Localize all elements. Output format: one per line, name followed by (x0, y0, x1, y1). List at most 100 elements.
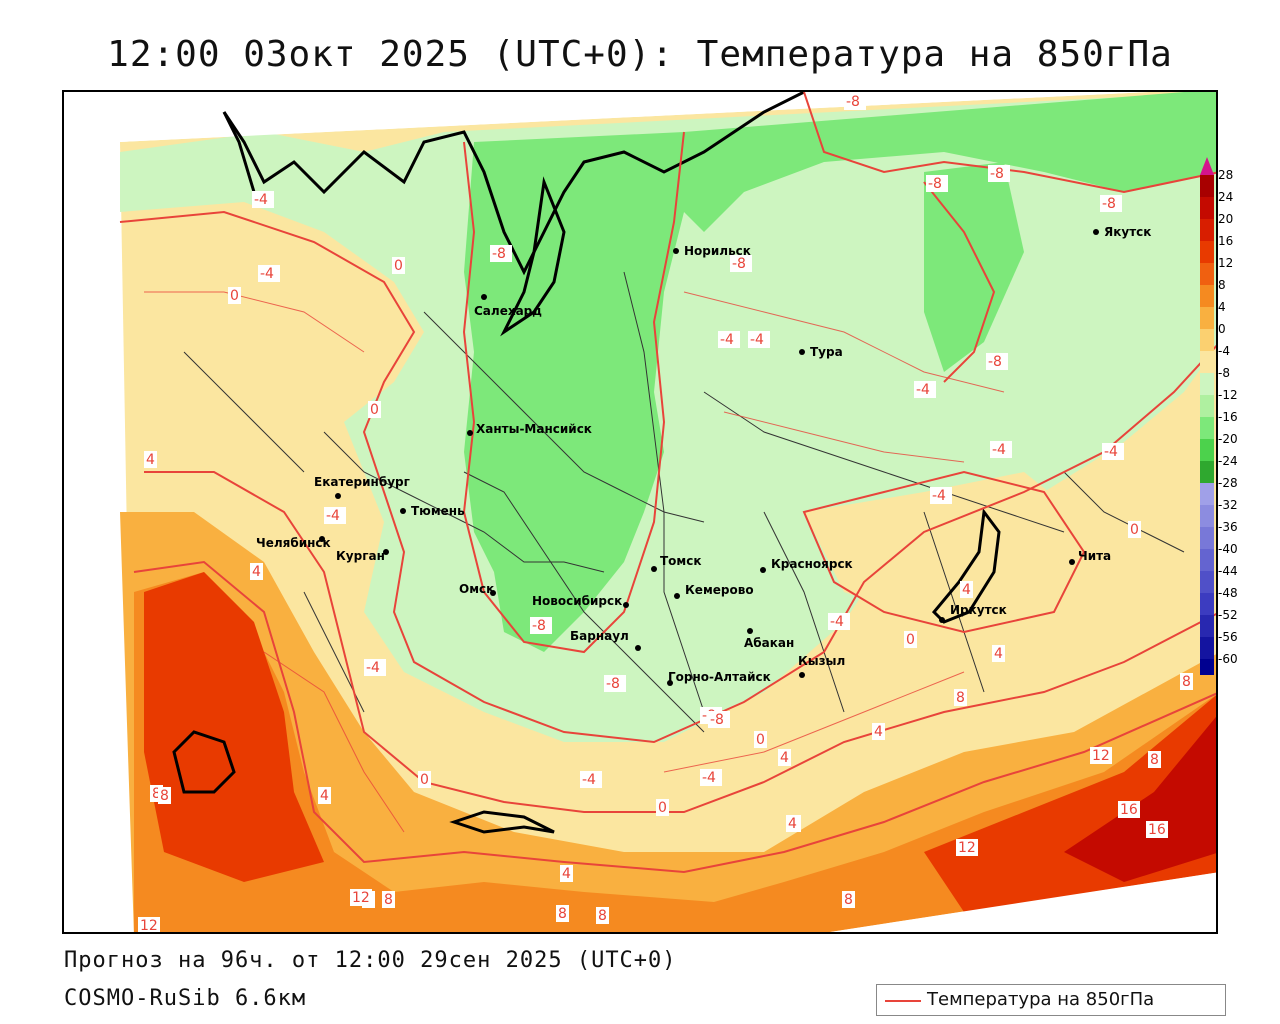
city-label: Новосибирск (532, 594, 622, 608)
svg-text:-4: -4 (992, 442, 1006, 458)
svg-text:8: 8 (844, 892, 853, 908)
svg-text:4: 4 (962, 582, 971, 598)
colorbar-swatch (1200, 351, 1214, 373)
colorbar-swatch (1200, 417, 1214, 439)
svg-text:12: 12 (352, 890, 370, 906)
city-marker (1069, 559, 1075, 565)
colorbar-swatch (1200, 527, 1214, 549)
city-label: Омск (459, 582, 494, 596)
svg-text:-8: -8 (846, 94, 860, 110)
colorbar-tick-label: -20 (1218, 432, 1238, 446)
colorbar-swatch (1200, 483, 1214, 505)
colorbar-tick-label: -60 (1218, 652, 1238, 666)
colorbar-swatch (1200, 461, 1214, 483)
svg-text:0: 0 (756, 732, 765, 748)
city-marker (760, 567, 766, 573)
colorbar-swatch (1200, 175, 1214, 197)
svg-text:4: 4 (252, 564, 261, 580)
svg-text:-4: -4 (702, 770, 716, 786)
colorbar-tick-label: 0 (1218, 322, 1226, 336)
svg-text:-8: -8 (532, 618, 546, 634)
svg-text:0: 0 (370, 402, 379, 418)
isotherm-label: 8 (954, 689, 967, 706)
colorbar-swatch (1200, 505, 1214, 527)
svg-text:0: 0 (658, 800, 667, 816)
isotherm-label: 8 (158, 787, 171, 804)
svg-text:12: 12 (140, 918, 158, 934)
chart-title: 12:00 03окт 2025 (UTC+0): Температура на… (107, 34, 1173, 75)
colorbar-swatch (1200, 329, 1214, 351)
temperature-map: Норильск Якутск Салехард Тура Ханты-Мансийск… (64, 92, 1216, 934)
isotherm-label: -8 (604, 675, 626, 692)
isotherm-label: 0 (754, 731, 767, 748)
colorbar-tick-label: -44 (1218, 564, 1238, 578)
svg-text:4: 4 (780, 750, 789, 766)
colorbar-tick-label: -48 (1218, 586, 1238, 600)
city-marker (799, 672, 805, 678)
svg-text:-4: -4 (750, 332, 764, 348)
city-label: Кемерово (685, 583, 754, 597)
contour-labels-layer: -8-8-8-8-8-4-400-8-4-4-4044-4-4-8-8-8-8-… (138, 93, 1193, 934)
svg-text:4: 4 (562, 866, 571, 882)
isotherm-label: 16 (1146, 821, 1168, 838)
isotherm-label: -8 (708, 711, 730, 728)
svg-text:-8: -8 (710, 712, 724, 728)
svg-text:-8: -8 (988, 354, 1002, 370)
isotherm-label: -8 (490, 245, 512, 262)
colorbar-swatch (1200, 395, 1214, 417)
city-label: Барнаул (570, 629, 629, 643)
svg-text:8: 8 (1182, 674, 1191, 690)
svg-text:-4: -4 (260, 266, 274, 282)
colorbar-swatch (1200, 197, 1214, 219)
svg-text:-4: -4 (916, 382, 930, 398)
city-marker (383, 549, 389, 555)
svg-text:-8: -8 (928, 176, 942, 192)
domain-mask-se (830, 872, 1216, 932)
isotherm-label: -8 (986, 353, 1008, 370)
field-west-warm (144, 572, 324, 882)
city-label: Челябинск (256, 536, 331, 550)
svg-text:-4: -4 (326, 508, 340, 524)
field-yellow-pocket (804, 472, 1084, 632)
city-marker (674, 593, 680, 599)
isotherms-thin (144, 291, 1005, 833)
isotherm-label: -4 (324, 507, 346, 524)
legend-box: Температура на 850гПа (876, 984, 1226, 1016)
svg-text:8: 8 (152, 786, 161, 802)
isotherm-label: 4 (250, 563, 263, 580)
city-label: Томск (660, 554, 702, 568)
colorbar-tick-label: 28 (1218, 168, 1233, 182)
kola-coast (222, 111, 256, 193)
colorbar-tick-label: -36 (1218, 520, 1238, 534)
isotherm-label: -8 (530, 617, 552, 634)
isotherm-label: -8 (988, 165, 1010, 182)
aral-sea (172, 730, 236, 794)
city-marker (673, 248, 679, 254)
svg-text:12: 12 (1092, 748, 1110, 764)
isotherm-label: -8 (926, 175, 948, 192)
isotherm-label: 0 (392, 257, 405, 274)
city-marker (635, 645, 641, 651)
colorbar-tick-label: -28 (1218, 476, 1238, 490)
svg-text:-4: -4 (932, 488, 946, 504)
city-label: Кызыл (798, 654, 845, 668)
legend-line-swatch (885, 1000, 921, 1002)
isotherm-label: -4 (700, 769, 722, 786)
isotherm-label: 12 (1090, 747, 1112, 764)
isotherm-label: -8 (1100, 195, 1122, 212)
city-label: Якутск (1104, 225, 1151, 239)
svg-text:-4: -4 (366, 660, 380, 676)
svg-text:8: 8 (160, 788, 169, 804)
cities-layer: Норильск Якутск Салехард Тура Ханты-Мансийск… (256, 225, 1151, 686)
colorbar-tick-label: 16 (1218, 234, 1233, 248)
colorbar-swatch (1200, 307, 1214, 329)
svg-text:4: 4 (994, 646, 1003, 662)
legend-label: Температура на 850гПа (927, 989, 1155, 1010)
isotherm-label: 8 (1180, 673, 1193, 690)
colorbar-swatch (1200, 571, 1214, 593)
isotherm-label: 8 (382, 891, 395, 908)
isotherm-label: 12 (350, 889, 372, 906)
colorbar-tick-label: 12 (1218, 256, 1233, 270)
isotherm-label: -4 (364, 659, 386, 676)
city-label: Чита (1078, 549, 1111, 563)
